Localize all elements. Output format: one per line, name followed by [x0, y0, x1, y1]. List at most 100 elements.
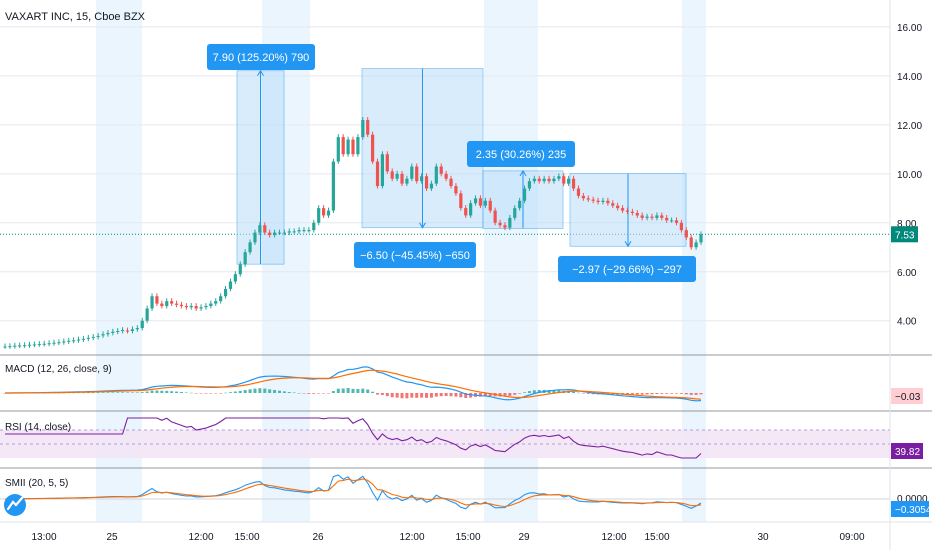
candle[interactable] — [248, 239, 252, 255]
candle[interactable] — [449, 175, 453, 189]
candle[interactable] — [81, 335, 86, 343]
candle[interactable] — [47, 340, 51, 347]
candle[interactable] — [366, 117, 370, 138]
candle[interactable] — [317, 205, 321, 226]
candle[interactable] — [101, 331, 105, 338]
candle[interactable] — [434, 163, 438, 187]
candle[interactable] — [493, 207, 497, 226]
candle[interactable] — [219, 293, 223, 304]
price-range-measure[interactable]: −2.97 (−29.66%) −297 — [558, 173, 696, 282]
candle[interactable] — [689, 234, 693, 250]
candle[interactable] — [179, 301, 184, 309]
candle[interactable] — [674, 217, 679, 226]
candle[interactable] — [321, 205, 326, 218]
candle[interactable] — [400, 170, 404, 187]
candle[interactable] — [424, 173, 429, 191]
candle[interactable] — [111, 328, 115, 336]
candle[interactable] — [454, 183, 458, 196]
candle[interactable] — [665, 214, 669, 223]
candle[interactable] — [679, 219, 683, 233]
candle[interactable] — [630, 208, 634, 216]
price-range-measure[interactable]: −6.50 (−45.45%) −650 — [354, 68, 484, 268]
candle[interactable] — [518, 197, 522, 211]
candle[interactable] — [576, 185, 581, 199]
candle[interactable] — [552, 175, 556, 184]
candle[interactable] — [62, 338, 66, 345]
candle[interactable] — [351, 136, 355, 157]
candle[interactable] — [160, 300, 164, 309]
candle[interactable] — [258, 222, 262, 236]
candle[interactable] — [8, 343, 12, 349]
candle[interactable] — [596, 197, 600, 205]
candle[interactable] — [694, 239, 698, 250]
candle[interactable] — [165, 298, 169, 309]
candle[interactable] — [287, 228, 291, 236]
candle[interactable] — [410, 163, 414, 182]
candle[interactable] — [669, 217, 674, 223]
candle[interactable] — [356, 134, 360, 157]
candle[interactable] — [312, 219, 316, 233]
candle[interactable] — [18, 342, 22, 349]
candle[interactable] — [170, 298, 174, 307]
candle[interactable] — [292, 228, 296, 234]
candle[interactable] — [27, 341, 32, 348]
candle[interactable] — [640, 212, 644, 221]
candle[interactable] — [96, 332, 100, 340]
candle[interactable] — [562, 173, 566, 187]
candle[interactable] — [52, 339, 56, 346]
candle[interactable] — [72, 337, 76, 344]
candle[interactable] — [513, 205, 517, 221]
candle[interactable] — [655, 212, 659, 221]
candle[interactable] — [395, 170, 399, 182]
candle[interactable] — [405, 175, 409, 187]
candle[interactable] — [611, 200, 615, 209]
candle[interactable] — [459, 190, 463, 211]
candle[interactable] — [214, 298, 218, 307]
candle[interactable] — [121, 327, 125, 334]
candle[interactable] — [469, 200, 473, 218]
candle[interactable] — [155, 293, 159, 307]
candle[interactable] — [140, 317, 144, 331]
candle[interactable] — [272, 229, 277, 238]
candle[interactable] — [537, 175, 541, 184]
candle[interactable] — [130, 326, 135, 334]
candle[interactable] — [660, 212, 664, 221]
candle[interactable] — [380, 151, 385, 189]
candle[interactable] — [238, 261, 242, 277]
candle[interactable] — [567, 175, 571, 187]
candle[interactable] — [263, 222, 267, 236]
candle[interactable] — [361, 117, 365, 140]
candle[interactable] — [209, 300, 213, 309]
candle[interactable] — [439, 163, 443, 177]
candle[interactable] — [223, 285, 228, 299]
candle[interactable] — [527, 178, 532, 191]
candle[interactable] — [557, 173, 561, 182]
candle[interactable] — [13, 342, 17, 349]
candle[interactable] — [189, 303, 193, 310]
candle[interactable] — [326, 207, 331, 218]
candle[interactable] — [645, 213, 649, 221]
candle[interactable] — [331, 158, 335, 213]
candle[interactable] — [429, 180, 434, 191]
candle[interactable] — [620, 205, 625, 213]
candle[interactable] — [616, 202, 620, 211]
candle[interactable] — [591, 196, 595, 204]
candle[interactable] — [684, 227, 688, 240]
candle[interactable] — [341, 134, 345, 157]
candle[interactable] — [145, 305, 149, 324]
candle[interactable] — [42, 340, 46, 347]
candle[interactable] — [532, 175, 536, 184]
candle[interactable] — [635, 210, 639, 218]
candle[interactable] — [542, 175, 546, 184]
candle[interactable] — [125, 327, 130, 334]
candle[interactable] — [150, 293, 154, 311]
candle[interactable] — [483, 197, 487, 209]
candle[interactable] — [194, 303, 198, 311]
candle[interactable] — [204, 303, 208, 310]
candle[interactable] — [233, 271, 237, 284]
candle[interactable] — [116, 328, 120, 335]
candle[interactable] — [67, 337, 71, 344]
candle[interactable] — [488, 197, 492, 213]
candle[interactable] — [106, 330, 110, 337]
